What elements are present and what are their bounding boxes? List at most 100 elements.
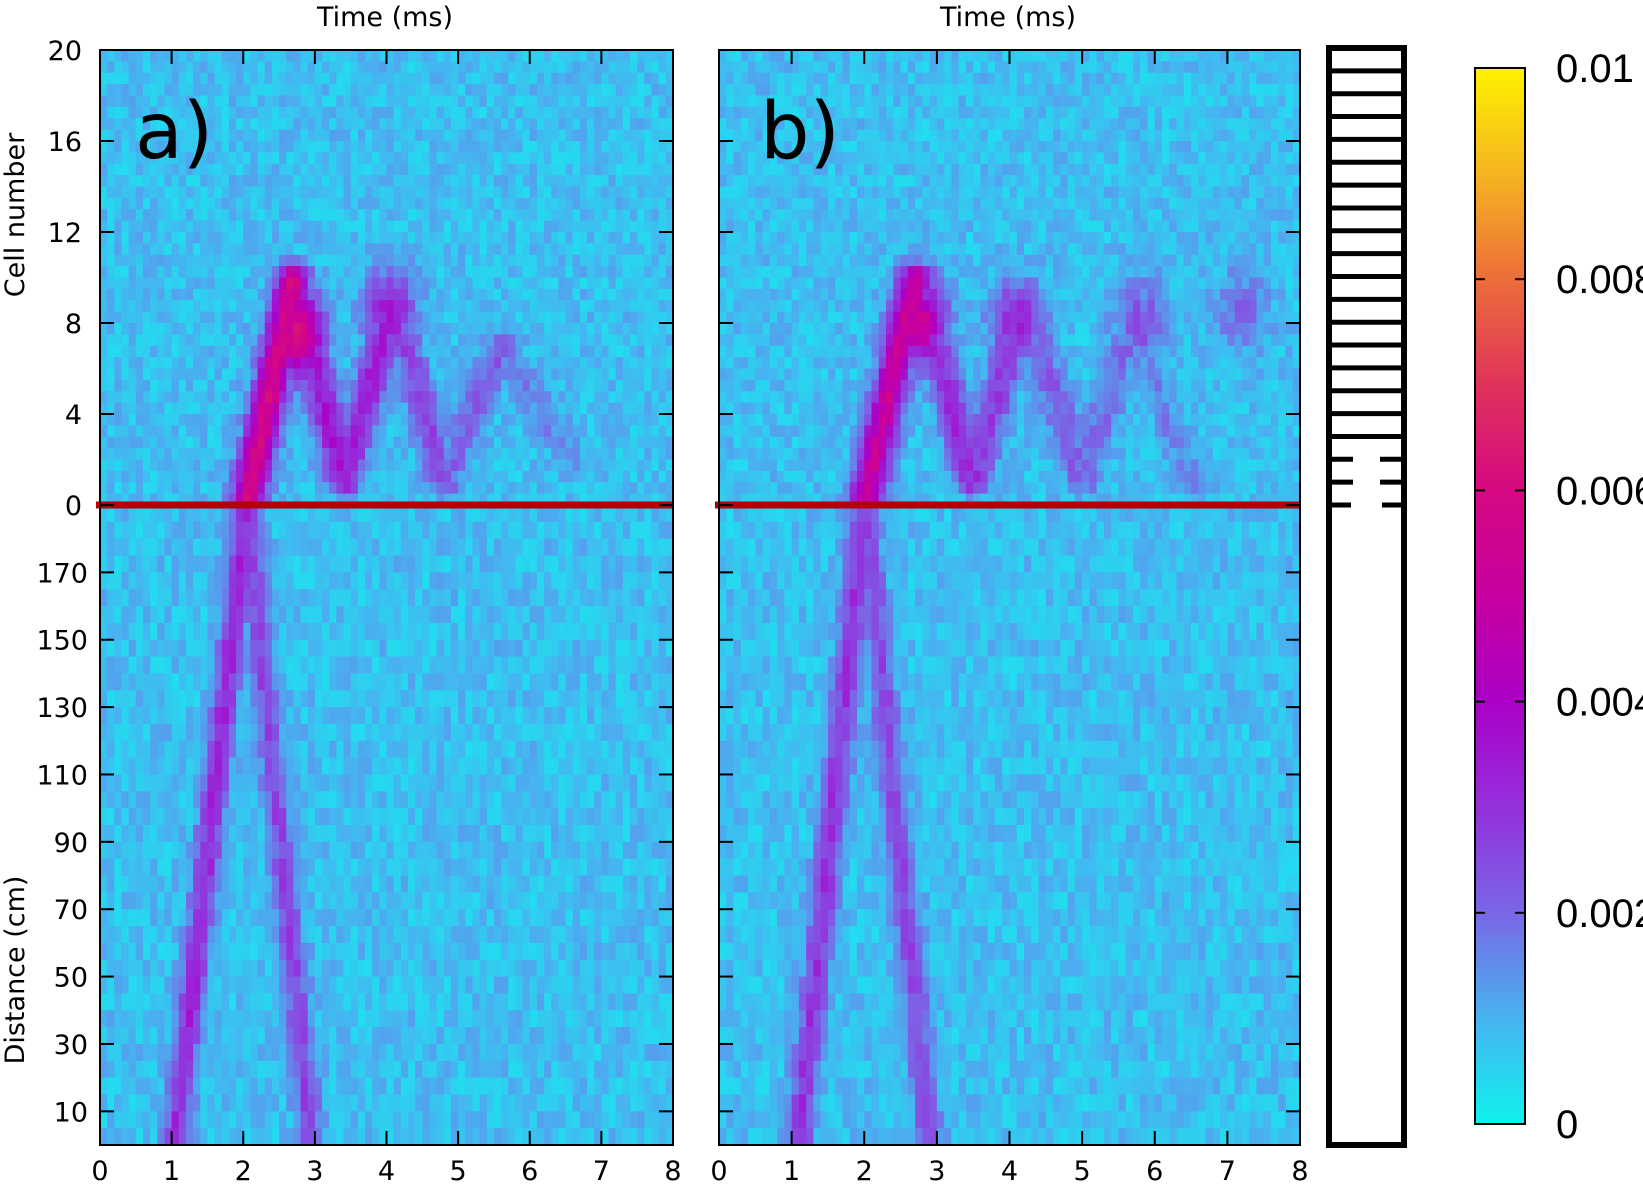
heatmap-cell [336,254,345,267]
heatmap-cell [329,266,337,279]
heatmap-cell [572,538,581,557]
heatmap-cell [644,175,653,188]
heatmap-cell [486,243,495,256]
heatmap-cell [658,493,667,506]
heatmap-cell [508,84,517,97]
heatmap-cell [579,141,588,153]
heatmap-cell [508,72,517,85]
heatmap-cell [329,357,337,370]
heatmap-cell [422,311,431,324]
heatmap-cell [365,622,373,641]
heatmap-cell [279,311,287,324]
heatmap-cell [142,841,151,860]
heatmap-cell [472,656,481,675]
heatmap-cell [422,606,431,624]
heatmap-cell [644,425,653,438]
heatmap-cell [658,740,667,759]
heatmap-cell [307,391,316,404]
heatmap-cell [522,555,531,573]
heatmap-cell [178,243,187,256]
heatmap-cell [343,538,352,557]
heatmap-cell [243,505,252,523]
heatmap-cell [157,774,166,792]
heatmap-cell [307,357,316,370]
heatmap-cell [644,841,653,860]
heatmap-cell [228,288,237,301]
heatmap-cell [479,288,488,301]
heatmap-cell [400,311,409,324]
heatmap-cell [544,106,552,119]
heatmap-cell [665,266,674,279]
heatmap-cell [443,740,452,759]
heatmap-cell [164,95,173,108]
heatmap-cell [307,448,316,461]
heatmap-cell [372,163,380,176]
heatmap-cell [214,707,223,725]
heatmap-cell [350,589,359,607]
heatmap-cell [193,482,201,495]
heatmap-cell [228,774,237,792]
heatmap-cell [608,152,617,165]
heatmap-cell [400,656,409,675]
heatmap-cell [365,106,373,119]
heatmap-cell [637,334,645,347]
heatmap-cell [450,357,459,370]
heatmap-cell [300,129,309,142]
heatmap-cell [587,345,595,358]
heatmap-cell [135,220,144,233]
heatmap-cell [536,243,545,256]
heatmap-cell [171,357,180,370]
heatmap-cell [243,656,252,675]
heatmap-cell [630,791,638,809]
heatmap-cell [651,345,660,358]
heatmap-cell [293,72,302,85]
heatmap-cell [579,493,588,506]
heatmap-cell [429,220,438,233]
heatmap-cell [493,606,502,624]
heatmap-cell [343,345,352,358]
heatmap-cell [207,368,216,381]
heatmap-cell [314,436,323,449]
heatmap-cell [630,175,638,188]
heatmap-cell [400,538,409,557]
heatmap-cell [271,493,280,506]
heatmap-cell [100,875,108,893]
heatmap-cell [501,288,509,301]
heatmap-cell [522,288,531,301]
heatmap-cell [665,505,674,523]
heatmap-cell [508,266,517,279]
heatmap-cell [336,152,345,165]
heatmap-cell [243,50,252,62]
heatmap-cell [587,300,595,313]
heatmap-cell [121,402,130,415]
heatmap-cell [343,505,352,523]
heatmap-cell [536,825,545,843]
heatmap-cell [164,414,173,426]
heatmap-cell [185,50,194,62]
heatmap-cell [579,723,588,742]
heatmap-cell [458,858,466,877]
heatmap-cell [665,673,674,691]
heatmap-cell [107,841,115,860]
heatmap-cell [479,521,488,540]
heatmap-cell [630,118,638,131]
heatmap-cell [150,186,158,199]
heatmap-cell [393,707,402,725]
heatmap-cell [443,277,452,290]
heatmap-cell [121,521,130,540]
heatmap-cell [135,538,144,557]
heatmap-cell [193,622,201,641]
heatmap-cell [193,521,201,540]
heatmap-cell [193,538,201,557]
heatmap-cell [107,436,115,449]
heatmap-cell [293,163,302,176]
heatmap-cell [644,673,653,691]
heatmap-cell [622,243,631,256]
heatmap-cell [157,323,166,335]
heatmap-cell [336,555,345,573]
heatmap-cell [386,521,395,540]
heatmap-cell [322,493,330,506]
heatmap-cell [250,673,259,691]
heatmap-cell [415,175,423,188]
heatmap-cell [601,589,610,607]
